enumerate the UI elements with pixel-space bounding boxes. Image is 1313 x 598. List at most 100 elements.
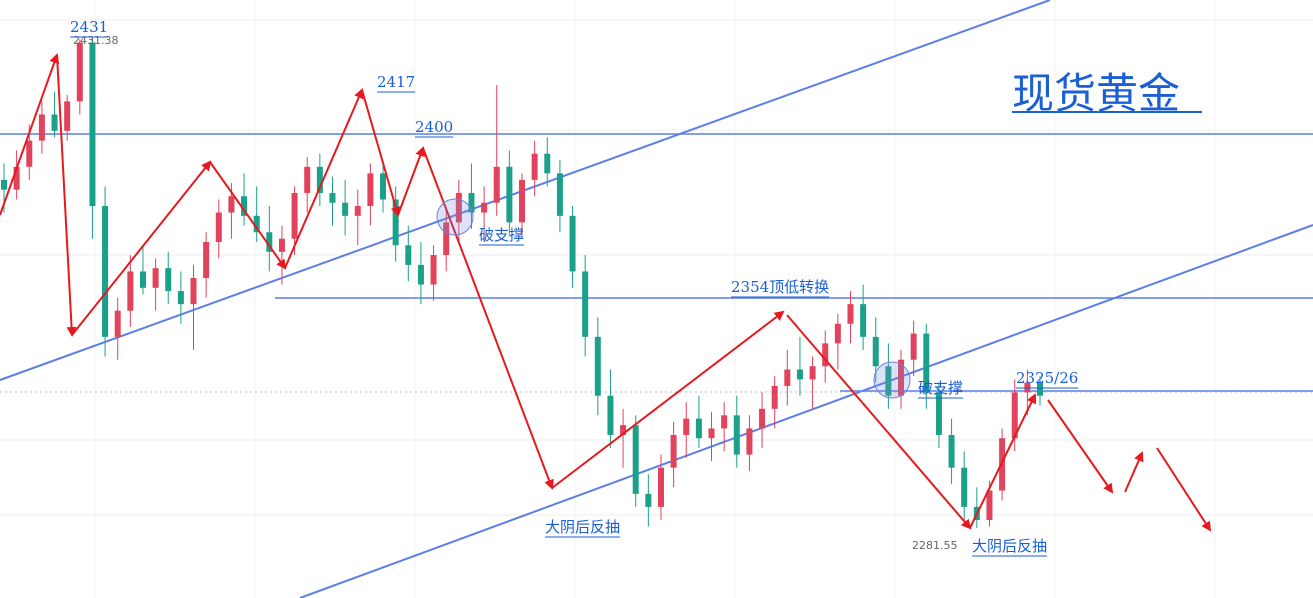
candle-up bbox=[443, 222, 450, 256]
candle-down bbox=[556, 173, 563, 216]
labels: 现货黄金 2431 2431.38 2417 2400 2354顶低转换 232… bbox=[70, 18, 1202, 557]
break-circle-2 bbox=[873, 361, 911, 399]
annotation-rebound-2: 大阴后反抽 bbox=[972, 537, 1047, 555]
candle-down bbox=[253, 215, 260, 233]
trend-arrow bbox=[71, 160, 212, 336]
candle-down bbox=[948, 434, 955, 468]
candle-down bbox=[594, 336, 601, 396]
candle-down bbox=[380, 173, 387, 200]
candle-up bbox=[367, 173, 374, 207]
label-2431: 2431 bbox=[70, 18, 108, 36]
candle-down bbox=[645, 493, 652, 507]
candle-down bbox=[582, 271, 589, 337]
candle-up bbox=[986, 490, 993, 520]
candle-up bbox=[354, 206, 361, 216]
trend-arrows bbox=[0, 53, 1212, 532]
candle-down bbox=[329, 192, 336, 203]
candle-down bbox=[392, 199, 399, 246]
label-2325-26: 2325/26 bbox=[1016, 369, 1078, 387]
candle-up bbox=[834, 323, 841, 344]
candle-up bbox=[847, 304, 854, 324]
candle-up bbox=[481, 202, 488, 213]
trend-arrow bbox=[284, 88, 364, 269]
candle-up bbox=[127, 271, 134, 311]
trend-arrow bbox=[209, 161, 287, 270]
candle-up bbox=[809, 366, 816, 380]
candle-up bbox=[1011, 392, 1018, 439]
trend-arrow bbox=[1047, 399, 1114, 494]
candle-up bbox=[278, 238, 285, 252]
candle-up bbox=[215, 212, 222, 243]
candle-up bbox=[898, 359, 905, 396]
candle-up bbox=[657, 467, 664, 507]
candle-down bbox=[923, 333, 930, 393]
candle-up bbox=[771, 385, 778, 409]
candle-down bbox=[695, 418, 702, 439]
label-2400: 2400 bbox=[415, 118, 453, 136]
candle-down bbox=[506, 166, 513, 223]
trend-arrow bbox=[397, 146, 425, 216]
candle-up bbox=[910, 333, 917, 360]
candle-up bbox=[519, 179, 525, 223]
candle-up bbox=[620, 425, 627, 435]
candle-down bbox=[51, 114, 58, 131]
candle-down bbox=[961, 467, 968, 507]
candle-down bbox=[860, 304, 867, 337]
candle-up bbox=[64, 101, 71, 131]
channel-line-middle bbox=[0, 0, 1313, 381]
trend-arrow bbox=[551, 310, 785, 489]
trend-arrow bbox=[361, 89, 401, 217]
label-2431-38: 2431.38 bbox=[73, 34, 119, 47]
candle-up bbox=[493, 166, 500, 203]
label-2281-55: 2281.55 bbox=[912, 539, 958, 552]
trend-arrow bbox=[422, 147, 554, 490]
candles bbox=[1, 38, 1043, 528]
candle-down bbox=[885, 366, 892, 396]
trend-arrow bbox=[969, 393, 1036, 529]
trend-arrow bbox=[1124, 451, 1144, 493]
candle-down bbox=[266, 232, 273, 252]
candle-up bbox=[721, 415, 728, 429]
candle-up bbox=[708, 428, 715, 439]
trend-arrow bbox=[0, 53, 60, 216]
annotation-break-support-2: 破支撑 bbox=[918, 379, 963, 397]
trend-arrow bbox=[786, 314, 972, 530]
candle-up bbox=[746, 428, 753, 455]
candle-up bbox=[203, 242, 210, 278]
candle-down bbox=[796, 369, 803, 380]
candle-up bbox=[531, 153, 538, 180]
candle-up bbox=[759, 408, 766, 429]
candle-down bbox=[139, 271, 146, 288]
candle-up bbox=[26, 140, 33, 167]
candle-up bbox=[670, 434, 677, 468]
break-circle-1 bbox=[436, 198, 474, 236]
candle-up bbox=[152, 268, 159, 288]
candle-up bbox=[76, 42, 83, 102]
candle-down bbox=[569, 215, 576, 272]
candle-up bbox=[430, 255, 437, 285]
candle-up bbox=[291, 192, 298, 239]
candle-down bbox=[165, 268, 172, 292]
candle-down bbox=[935, 392, 942, 435]
candle-down bbox=[872, 336, 879, 367]
candle-down bbox=[632, 425, 639, 494]
candle-up bbox=[455, 192, 462, 223]
candle-down bbox=[607, 395, 614, 435]
candle-up bbox=[784, 369, 791, 386]
candle-down bbox=[89, 42, 96, 207]
label-2354: 2354顶低转换 bbox=[731, 278, 829, 296]
candle-up bbox=[228, 196, 235, 213]
candle-up bbox=[114, 310, 121, 337]
candle-down bbox=[733, 415, 740, 455]
candle-down bbox=[1, 179, 7, 190]
candle-up bbox=[38, 114, 45, 141]
candle-up bbox=[683, 418, 690, 435]
chart-title: 现货黄金 bbox=[1012, 69, 1180, 118]
candle-down bbox=[468, 192, 475, 213]
trend-arrow bbox=[1156, 447, 1212, 532]
candle-up bbox=[822, 343, 829, 367]
candle-up bbox=[304, 166, 311, 193]
break-circles bbox=[436, 198, 911, 399]
annotation-rebound-1: 大阴后反抽 bbox=[545, 518, 620, 536]
